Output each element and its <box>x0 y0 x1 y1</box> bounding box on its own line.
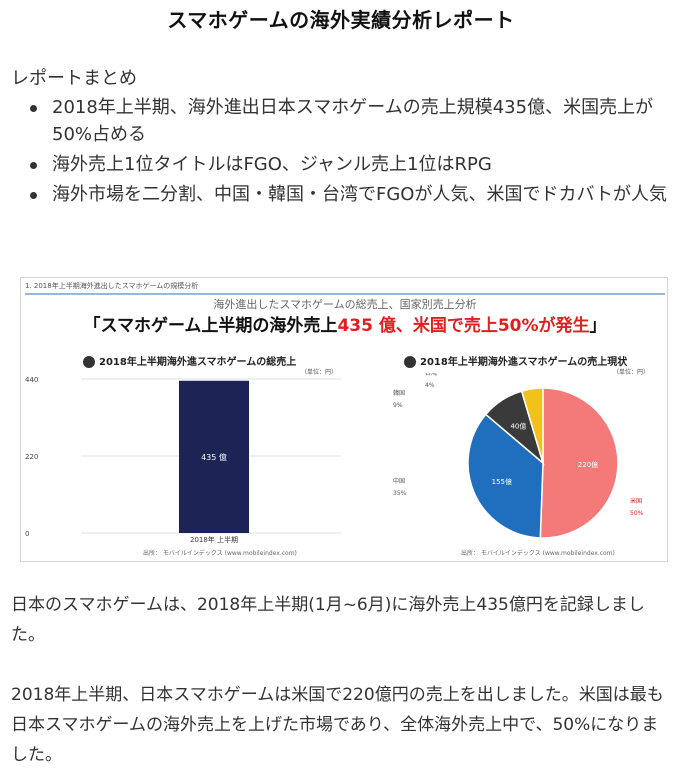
summary-item: 海外売上1位タイトルはFGO、ジャンル売上1位はRPG <box>30 151 670 178</box>
slice-percent-label: 9% <box>393 402 403 409</box>
chart-icon <box>404 356 416 368</box>
slice-name-label: 中国 <box>393 477 405 485</box>
report-figure-image: 1. 2018年上半期海外進出したスマホゲームの規模分析 海外進出したスマホゲー… <box>20 277 668 562</box>
bar-source-label: 出所： モバイルインデックス (www.mobileindex.com) <box>143 550 297 557</box>
slice-percent-label: 4% <box>425 382 435 389</box>
slice-percent-label: 50% <box>630 510 644 517</box>
bar-panel-title: 2018年上半期海外進スマホゲームの総売上 <box>83 353 296 368</box>
headline-close: 」 <box>589 316 607 336</box>
pie-slice <box>467 413 544 539</box>
pie-unit-label: （単位：円） <box>613 369 650 376</box>
headline-highlight-us: 米国で売上50%が発生 <box>412 316 590 336</box>
y-tick-label: 440 <box>25 376 38 384</box>
figure-headline: 「スマホゲーム上半期の海外売上435 億、米国で売上50%が発生」 <box>21 311 669 336</box>
bar <box>179 380 249 533</box>
figure-header: 1. 2018年上半期海外進出したスマホゲームの規模分析 <box>25 281 665 295</box>
pie-panel-title: 2018年上半期海外進スマホゲームの売上現状 <box>404 353 627 368</box>
pie-slice <box>520 387 544 464</box>
x-tick-label: 2018年 上半期 <box>190 535 238 543</box>
bar-chart: 0 220 440 435 億 2018年 上半期 <box>25 376 341 543</box>
headline-highlight-amount: 435 億、 <box>337 316 413 336</box>
slice-value-label: 40億 <box>510 421 526 430</box>
y-tick-label: 220 <box>25 453 38 461</box>
summary-item: 2018年上半期、海外進出日本スマホゲームの売上規模435億、米国売上が50%占… <box>30 94 670 148</box>
body-paragraph-1: 日本のスマホゲームは、2018年上半期(1月~6月)に海外売上435億円を記録し… <box>11 595 645 645</box>
pie-slice <box>539 387 619 539</box>
slice-name-label: 韓国 <box>393 389 405 397</box>
figure-subtitle: 海外進出したスマホゲームの総売上、国家別売上分析 <box>213 298 477 311</box>
summary-heading: レポートまとめ <box>11 68 137 89</box>
bar-value-label: 435 億 <box>201 452 227 462</box>
chart-icon <box>83 356 95 368</box>
headline-text: 「スマホゲーム上半期の海外売上 <box>83 316 338 336</box>
y-tick-label: 0 <box>25 530 29 538</box>
pie-source-label: 出所： モバイルインデックス (www.mobileindex.com) <box>461 550 615 557</box>
bar-unit-label: （単位：円） <box>301 369 338 376</box>
summary-item: 海外市場を二分割、中国・韓国・台湾でFGOが人気、米国でドカバトが人気 <box>30 181 670 208</box>
body-paragraph-2: 2018年上半期、日本スマホゲームは米国で220億円の売上を出しました。米国は最… <box>11 685 664 765</box>
slice-percent-label: 35% <box>393 490 407 497</box>
summary-list: 2018年上半期、海外進出日本スマホゲームの売上規模435億、米国売上が50%占… <box>30 94 670 211</box>
slice-value-label: 220億 <box>578 460 598 469</box>
slice-value-label: 155億 <box>492 477 512 486</box>
slice-name-label: 台湾 <box>425 373 437 377</box>
page-title: スマホゲームの海外実績分析レポート <box>167 8 515 32</box>
slice-name-label: 米国 <box>630 497 642 505</box>
